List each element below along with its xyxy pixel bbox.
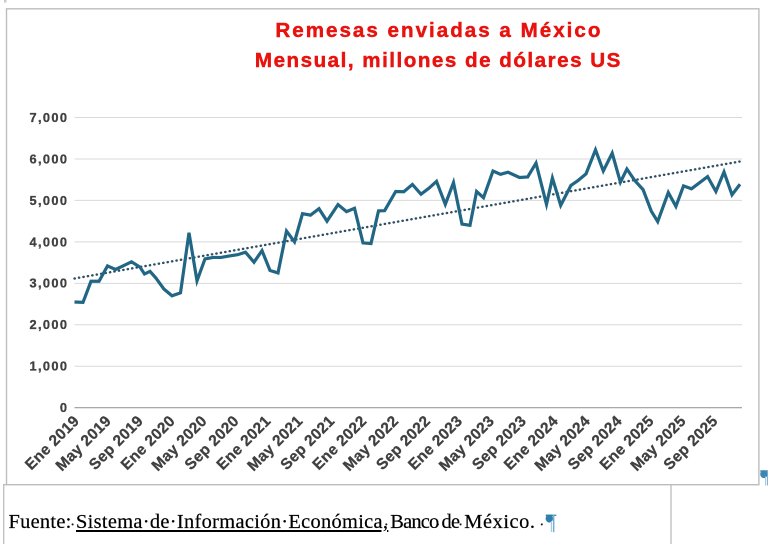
svg-text:Mensual, millones de dólares U: Mensual, millones de dólares US [255, 49, 622, 72]
svg-text:6,000: 6,000 [30, 151, 69, 166]
svg-text:0: 0 [60, 400, 68, 415]
svg-text:3,000: 3,000 [30, 276, 69, 291]
svg-text:Remesas enviadas a México: Remesas enviadas a México [275, 19, 602, 42]
svg-text:7,000: 7,000 [30, 110, 69, 125]
svg-text:4,000: 4,000 [30, 234, 69, 249]
svg-text:2,000: 2,000 [30, 317, 69, 332]
svg-text:5,000: 5,000 [30, 193, 69, 208]
svg-text:1,000: 1,000 [30, 359, 69, 374]
